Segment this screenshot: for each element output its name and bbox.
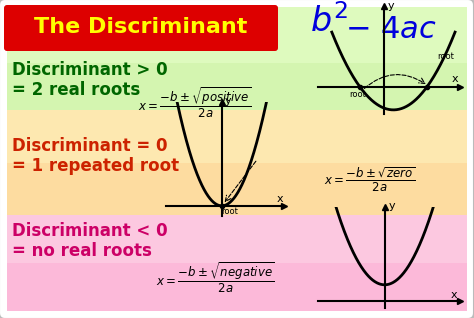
Text: $x = \dfrac{-b \pm \sqrt{\mathit{zero}}}{2a}$: $x = \dfrac{-b \pm \sqrt{\mathit{zero}}}… (324, 166, 416, 194)
Bar (7, 7, 467, 110)
Text: root: root (349, 90, 366, 99)
Text: x: x (451, 290, 458, 300)
Bar (7, 263, 467, 311)
Text: = 1 repeated root: = 1 repeated root (12, 157, 179, 175)
Text: root: root (221, 207, 238, 216)
Text: $-\ 4ac$: $-\ 4ac$ (345, 15, 437, 44)
Text: root: root (438, 52, 455, 61)
Text: x: x (452, 74, 458, 84)
Text: The Discriminant: The Discriminant (34, 17, 248, 37)
Text: Discriminant < 0: Discriminant < 0 (12, 222, 168, 240)
Bar (7, 215, 467, 311)
Text: x: x (277, 194, 283, 204)
Text: Discriminant > 0: Discriminant > 0 (12, 61, 168, 79)
Text: y: y (389, 201, 395, 211)
Text: $x = \dfrac{-b \pm \sqrt{\mathit{positive}}}{2a}$: $x = \dfrac{-b \pm \sqrt{\mathit{positiv… (138, 86, 252, 120)
Text: = 2 real roots: = 2 real roots (12, 81, 140, 99)
Text: $b^2$: $b^2$ (310, 4, 348, 39)
Bar (7, 7, 467, 63)
Text: = no real roots: = no real roots (12, 242, 152, 260)
Bar (7, 163, 467, 215)
Text: Discriminant = 0: Discriminant = 0 (12, 137, 167, 155)
FancyBboxPatch shape (4, 5, 278, 51)
Bar (7, 110, 467, 215)
Text: $x = \dfrac{-b \pm \sqrt{\mathit{negative}}}{2a}$: $x = \dfrac{-b \pm \sqrt{\mathit{negativ… (155, 261, 274, 295)
Text: y: y (225, 96, 232, 106)
Text: y: y (387, 1, 394, 11)
